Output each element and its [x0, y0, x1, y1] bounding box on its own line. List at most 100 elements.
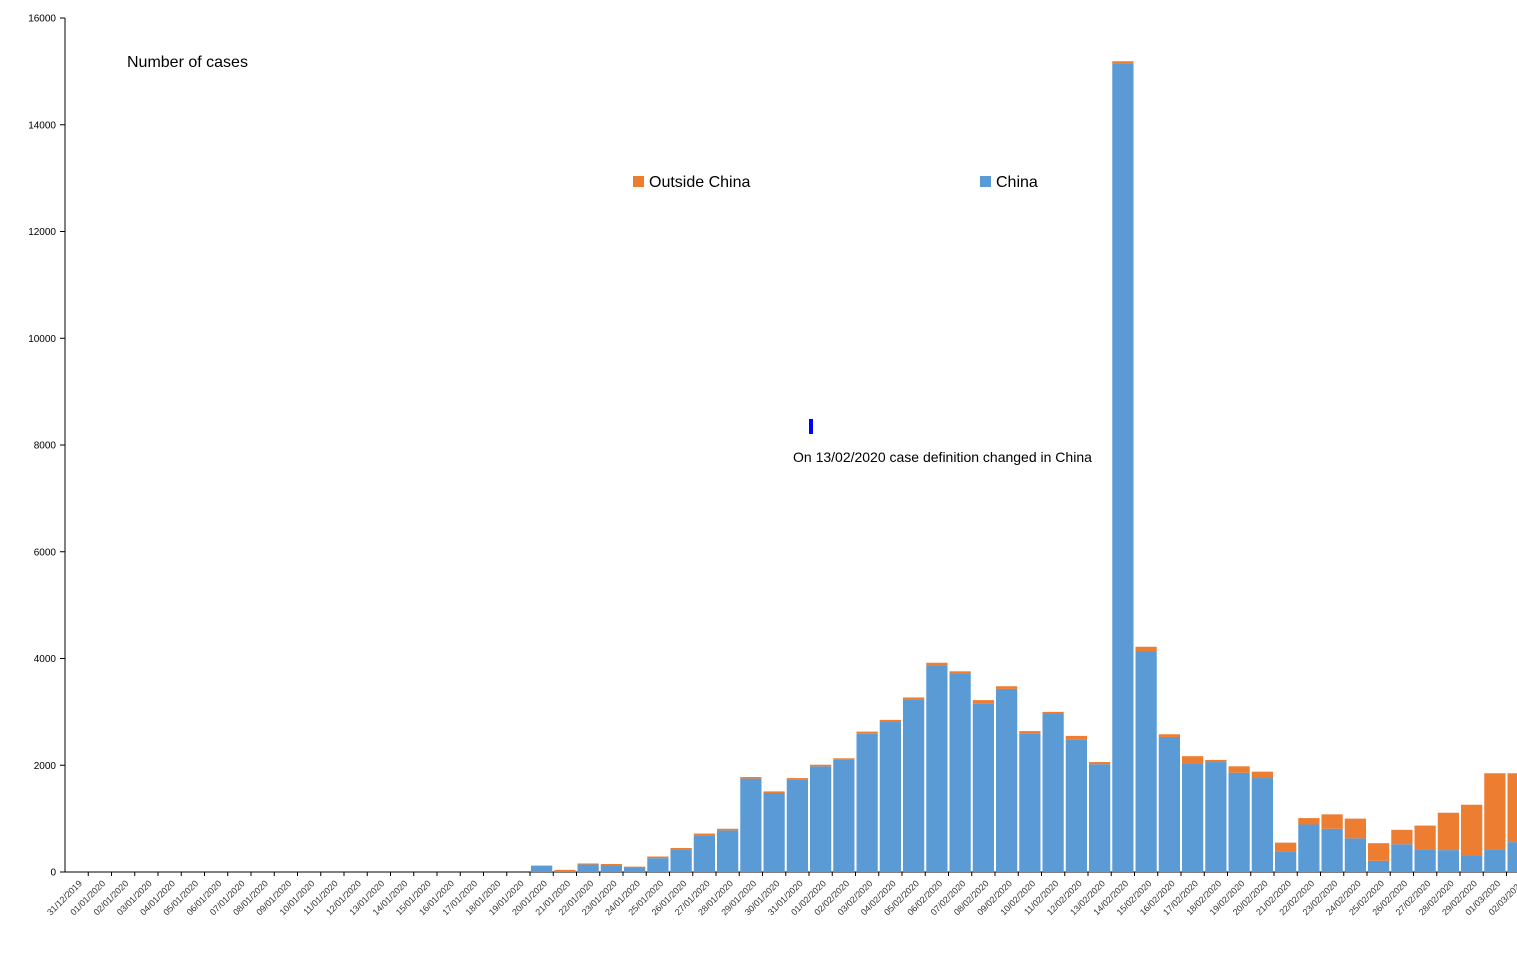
y-tick-label: 2000 — [34, 761, 57, 772]
bar-outside-china — [786, 778, 808, 780]
bar-outside-china — [833, 758, 855, 760]
bar-outside-china — [554, 869, 576, 872]
y-axis-title: Number of cases — [127, 54, 248, 71]
bar-outside-china — [740, 776, 762, 779]
y-tick-label: 4000 — [34, 654, 57, 665]
bar-china — [1507, 842, 1517, 872]
bar-outside-china — [1112, 61, 1134, 64]
y-tick-label: 0 — [50, 868, 56, 879]
bar-china — [1414, 849, 1436, 872]
bar-outside-china — [1228, 766, 1250, 773]
bar-outside-china — [647, 856, 669, 859]
bar-outside-china — [879, 719, 901, 723]
bar-china — [1089, 764, 1111, 872]
y-tick-label: 14000 — [28, 120, 56, 131]
bar-outside-china — [577, 863, 599, 865]
bar-china — [996, 688, 1018, 872]
y-tick-label: 6000 — [34, 547, 57, 558]
bar-china — [1042, 714, 1064, 872]
bar-china — [1484, 849, 1506, 872]
bar-china — [1368, 860, 1390, 872]
bar-china — [1019, 733, 1041, 872]
bar-outside-china — [1321, 814, 1343, 829]
bar-china — [1321, 828, 1343, 872]
bar-outside-china — [1437, 812, 1459, 851]
y-tick-label: 10000 — [28, 334, 56, 345]
bar-china — [763, 793, 785, 872]
legend-label-outside-china: Outside China — [649, 174, 750, 191]
bar-china — [1065, 739, 1087, 872]
bar-china — [740, 778, 762, 872]
bar-china — [926, 665, 948, 872]
bar-china — [1205, 762, 1227, 872]
bar-china — [624, 867, 646, 872]
y-tick-label: 8000 — [34, 441, 57, 452]
bar-outside-china — [949, 671, 971, 674]
bar-outside-china — [1507, 773, 1517, 843]
bar-outside-china — [856, 731, 878, 734]
bar-china — [810, 766, 832, 872]
bar-outside-china — [1298, 818, 1320, 825]
bar-outside-china — [1368, 843, 1390, 861]
bar-china — [949, 673, 971, 872]
bar-outside-china — [1205, 759, 1227, 763]
bar-outside-china — [763, 791, 785, 794]
bar-china — [1298, 824, 1320, 872]
annotation-text: On 13/02/2020 case definition changed in… — [793, 449, 1092, 465]
bar-outside-china — [1344, 818, 1366, 839]
bar-china — [903, 699, 925, 872]
bar-china — [1391, 844, 1413, 872]
bar-outside-china — [903, 697, 925, 700]
bar-outside-china — [926, 662, 948, 666]
bar-china — [856, 733, 878, 872]
bar-china — [670, 849, 692, 872]
bar-china — [833, 759, 855, 872]
legend-swatch-outside-china — [633, 176, 644, 187]
bar-outside-china — [1135, 646, 1157, 652]
bar-outside-china — [996, 686, 1018, 689]
bar-china — [647, 858, 669, 872]
bar-china — [554, 871, 576, 872]
bar-china — [1112, 63, 1134, 872]
bar-china — [717, 830, 739, 872]
bar-outside-china — [1065, 735, 1087, 740]
bar-china — [786, 779, 808, 872]
bar-china — [1344, 838, 1366, 872]
bar-outside-china — [1391, 829, 1413, 845]
bar-china — [1275, 851, 1297, 872]
bar-china — [1251, 778, 1273, 872]
bar-outside-china — [1182, 756, 1204, 764]
bar-china — [1461, 855, 1483, 872]
x-axis: 31/12/201901/01/202002/01/202003/01/2020… — [45, 871, 1517, 917]
legend-label-china: China — [996, 174, 1038, 191]
bar-china — [1437, 850, 1459, 872]
bar-outside-china — [717, 828, 739, 831]
bar-china — [693, 835, 715, 872]
bar-outside-china — [1414, 825, 1436, 850]
bar-outside-china — [1275, 842, 1297, 852]
bar-china — [1158, 736, 1180, 872]
bar-outside-china — [1158, 734, 1180, 737]
bar-outside-china — [972, 700, 994, 704]
legend: Outside China China — [633, 174, 1038, 191]
bar-china — [879, 722, 901, 872]
bar-outside-china — [600, 863, 622, 866]
bar-outside-china — [1484, 773, 1506, 850]
bar-china — [972, 703, 994, 872]
bar-outside-china — [670, 847, 692, 850]
annotation-marker — [809, 419, 813, 434]
bar-outside-china — [810, 764, 832, 767]
y-tick-label: 12000 — [28, 227, 56, 238]
bar-outside-china — [693, 833, 715, 836]
bar-china — [600, 865, 622, 872]
bar-outside-china — [1251, 771, 1273, 779]
bar-china — [1135, 651, 1157, 872]
bar-china — [1228, 772, 1250, 872]
y-axis: 0 2000 4000 6000 8000 10000 12000 14000 16000 — [28, 14, 66, 879]
bar-outside-china — [1461, 804, 1483, 856]
bar-china — [1182, 763, 1204, 872]
bar-outside-china — [624, 866, 646, 868]
bar-outside-china — [1089, 762, 1111, 765]
y-tick-label: 16000 — [28, 14, 56, 25]
